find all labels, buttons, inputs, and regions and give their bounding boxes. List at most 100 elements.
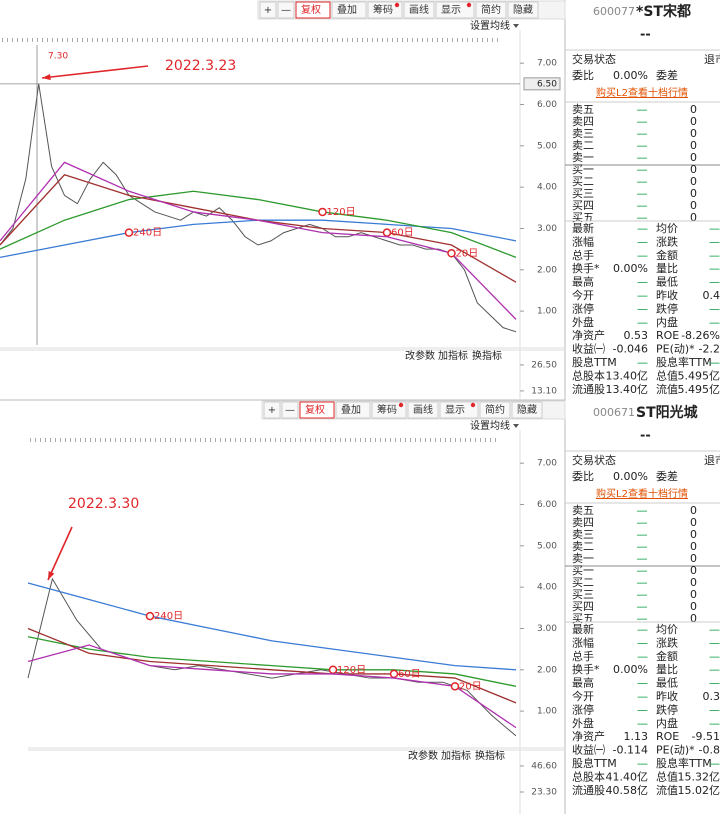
notice-dot [398,402,404,408]
y-tick-label: 2.00 [537,665,557,675]
toolbar-button-label[interactable]: 叠加 [337,4,357,16]
book-label: 卖三 [572,528,594,541]
toolbar-button-label[interactable]: 显示 [445,404,465,416]
stat-label: PE(动)* [656,343,695,356]
stat-value: 15.32亿 [678,770,720,783]
indicator-button[interactable]: 换指标 [475,749,505,762]
stat-label: 总值 [656,368,678,382]
stat-label: ROE [656,329,679,342]
toolbar-button[interactable] [435,1,475,19]
toolbar-button[interactable] [371,401,407,419]
book-price: — [637,528,648,541]
indicator-button[interactable]: 改参数 [408,749,438,762]
y-tick-label: 6.00 [537,500,557,510]
moving-average [27,627,517,704]
stock-code: 000671 [593,406,635,419]
book-volume: 0 [690,211,697,224]
book-price: — [637,600,648,613]
l2-link[interactable]: 购买L2查看十档行情 [596,86,688,99]
stat-label: 今开 [572,689,594,703]
stat-value: 40.58亿 [606,784,649,797]
ma-label: 120日 [327,207,356,218]
toolbar-button-label[interactable]: 复权 [305,403,325,416]
ma-label: 240日 [154,611,183,622]
indicator-button[interactable]: 加指标 [441,749,471,762]
annotation: 2022.3.30 [68,496,139,512]
toolbar-button[interactable] [277,1,295,19]
book-volume: 0 [690,175,697,188]
ma-marker [382,228,392,237]
ma-marker [318,207,327,217]
ma-marker [447,249,456,258]
book-price: — [637,187,648,200]
toolbar-button[interactable] [403,1,435,19]
y-tick-label: 5.00 [537,141,557,151]
toolbar-button[interactable] [295,1,331,19]
stat-label: 换手* [572,261,600,275]
indicator-button[interactable]: 改参数 [405,349,435,362]
stat-value: 0.3 [703,690,720,703]
book-label: 卖五 [572,103,594,116]
toolbar-button[interactable] [335,401,371,419]
book-label: 买三 [572,187,594,200]
toolbar-button[interactable] [511,401,543,419]
stat-value: 13.40亿 [606,383,649,396]
toolbar-button-label[interactable]: 简约 [481,3,501,16]
book-volume: 0 [690,516,697,529]
stat-label: 涨跌 [656,234,678,248]
stat-value: — [637,690,648,703]
toolbar-button[interactable] [439,401,479,419]
stat-value: 0.00% [613,663,648,676]
book-price: — [637,115,648,128]
stat-label: 收益㈠ [572,743,605,757]
toolbar-button[interactable] [263,401,281,419]
l2-link[interactable]: 购买L2查看十档行情 [596,487,688,500]
indicator-button[interactable]: 换指标 [472,349,502,362]
book-volume: 0 [690,540,697,553]
volume-tick-label: 26.50 [531,360,557,370]
toolbar-button-label[interactable]: — [285,405,295,416]
toolbar-button-label[interactable]: 叠加 [341,404,361,416]
volume-tick-label: 23.30 [531,787,557,797]
toolbar-button-label[interactable]: + [264,5,272,16]
toolbar-button-label[interactable]: 筹码 [377,403,397,416]
toolbar-button-label[interactable]: 显示 [441,4,461,16]
toolbar-button-label[interactable]: 简约 [485,403,505,416]
ma-setting[interactable]: 设置均线 [470,419,510,432]
toolbar-button-label[interactable]: 隐藏 [513,4,533,16]
toolbar-button-label[interactable]: — [281,5,291,16]
toolbar-button[interactable] [475,1,507,19]
last-price: -- [640,429,651,444]
toolbar-button-label[interactable]: 画线 [413,403,433,416]
volume-tick-label: 13.10 [531,386,557,396]
book-label: 买四 [572,199,594,212]
toolbar-button[interactable] [281,401,299,419]
toolbar-button[interactable] [331,1,367,19]
toolbar-button[interactable] [407,401,439,419]
ma-setting[interactable]: 设置均线 [470,19,510,32]
toolbar-button[interactable] [507,1,539,19]
toolbar-button-label[interactable]: + [268,405,276,416]
book-price: — [637,151,648,164]
stat-value: -8.26% [681,329,720,342]
stat-value: — [709,717,720,730]
toolbar-button[interactable] [367,1,403,19]
stat-label: 昨收 [656,689,678,703]
toolbar-button[interactable] [299,401,335,419]
stat-value: -2.2 [699,343,720,356]
toolbar-button-label[interactable]: 隐藏 [517,404,537,416]
toolbar-button-label[interactable]: 复权 [301,3,321,16]
book-price: — [637,516,648,529]
stat-label: 涨跌 [656,635,678,649]
indicator-button[interactable]: 加指标 [438,349,468,362]
toolbar-button[interactable] [479,401,511,419]
toolbar-button-label[interactable]: 画线 [409,3,429,16]
ratio: 0.00% [613,69,648,82]
toolbar-button[interactable] [259,1,277,19]
stat-value: — [709,703,720,716]
book-label: 买二 [572,175,594,188]
stat-label: 总值 [656,769,678,783]
stat-label: 收益㈠ [572,342,605,356]
toolbar-button-label[interactable]: 筹码 [373,3,393,16]
stat-label: 流值 [656,783,678,797]
